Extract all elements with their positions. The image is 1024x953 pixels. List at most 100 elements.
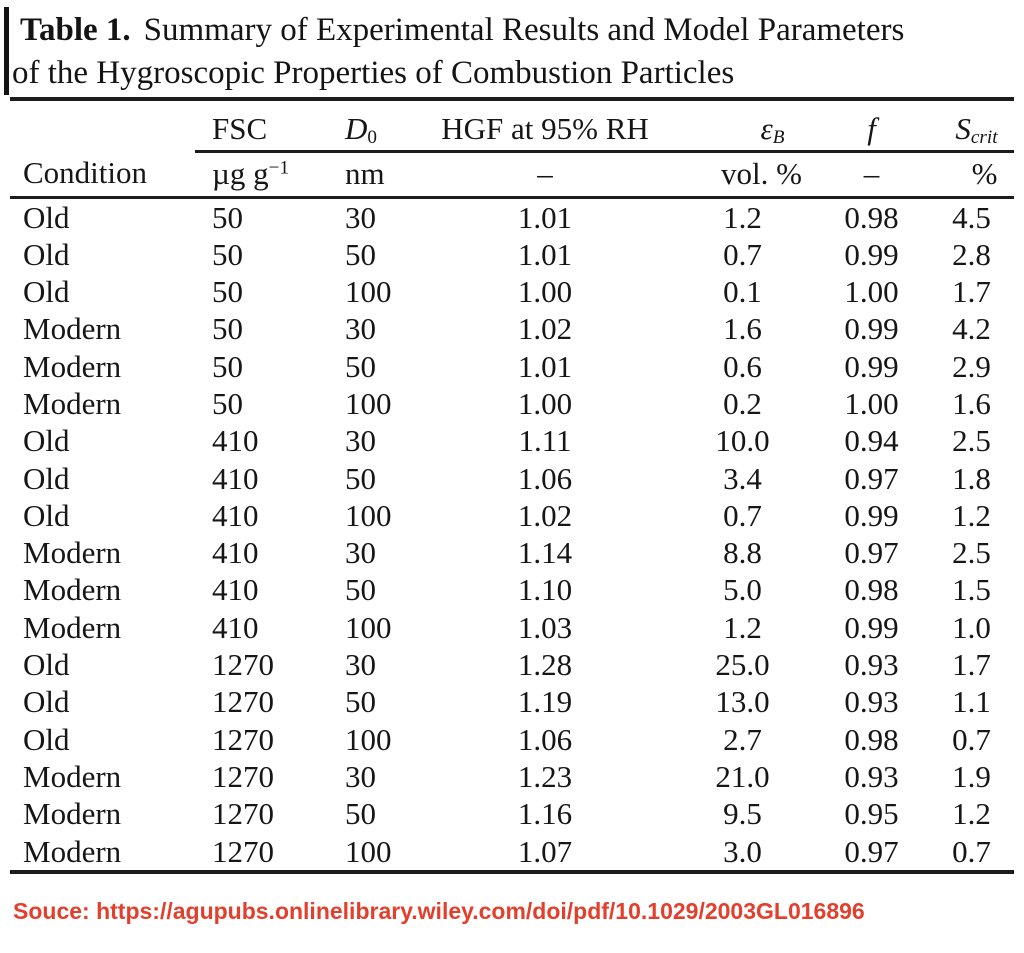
table-row: Old 410 100 1.02 0.7 0.99 1.2 xyxy=(10,497,1014,534)
col-header-scrit: Scrit xyxy=(915,101,1014,153)
table-cell: 0.98 xyxy=(844,572,899,608)
title-label: Table 1. xyxy=(20,12,131,48)
table-cell: 2.9 xyxy=(952,348,991,384)
table-cell: Old xyxy=(23,497,70,533)
table-cell: 1.19 xyxy=(517,684,573,720)
unit-epsilon-b: vol. % xyxy=(665,151,820,199)
table-cell: 1.6 xyxy=(723,311,762,347)
table-cell: 1.00 xyxy=(517,385,573,421)
table-cell: 0.99 xyxy=(844,497,899,533)
table-cell: 1.2 xyxy=(952,497,991,533)
table-cell: 3.0 xyxy=(723,833,762,869)
table-cell: 1.7 xyxy=(952,647,991,683)
table-cell: 1.03 xyxy=(517,609,573,645)
table-cell: 1.23 xyxy=(517,758,573,794)
table-cell: 0.93 xyxy=(844,647,899,683)
table-row: Old 1270 30 1.28 25.0 0.93 1.7 xyxy=(10,646,1014,683)
col-header-d0: D0 xyxy=(330,101,425,153)
table-cell: 50 xyxy=(345,236,376,272)
table-cell: Modern xyxy=(23,833,122,869)
table-cell: 0.95 xyxy=(844,796,899,832)
table-cell: 0.99 xyxy=(844,311,899,347)
table-row: Modern 1270 100 1.07 3.0 0.97 0.7 xyxy=(10,833,1014,870)
table-cell: 1.01 xyxy=(517,236,573,272)
unit-condition: Condition xyxy=(10,151,195,199)
table-cell: 0.99 xyxy=(844,348,899,384)
col-header-f: f xyxy=(820,101,915,153)
table-cell: 1270 xyxy=(212,647,274,683)
table-cell: 410 xyxy=(212,423,259,459)
table-row: Modern 1270 30 1.23 21.0 0.93 1.9 xyxy=(10,758,1014,795)
table-cell: 50 xyxy=(212,199,243,235)
table-cell: 0.7 xyxy=(952,721,991,757)
header-row-units: Condition µg g−1 nm – vol. % – % xyxy=(10,151,1014,199)
table-cell: Old xyxy=(23,647,70,683)
table-row: Old 50 50 1.01 0.7 0.99 2.8 xyxy=(10,236,1014,273)
source-note: Souce: https://agupubs.onlinelibrary.wil… xyxy=(13,898,865,925)
table-cell: 50 xyxy=(212,311,243,347)
table-cell: 1.0 xyxy=(952,609,991,645)
unit-fsc: µg g−1 xyxy=(195,151,330,199)
table-cell: 5.0 xyxy=(723,572,762,608)
table-cell: 3.4 xyxy=(723,460,762,496)
table-cell: 0.99 xyxy=(844,236,899,272)
unit-d0: nm xyxy=(330,151,425,199)
table-cell: 50 xyxy=(345,572,376,608)
table-cell: 100 xyxy=(345,721,392,757)
table-cell: 0.97 xyxy=(844,460,899,496)
col-header-condition-top xyxy=(10,101,195,151)
table-cell: 410 xyxy=(212,535,259,571)
table-row: Modern 410 30 1.14 8.8 0.97 2.5 xyxy=(10,534,1014,571)
table-cell: Modern xyxy=(23,348,122,384)
table-cell: 21.0 xyxy=(715,758,770,794)
table-cell: 410 xyxy=(212,572,259,608)
table-cell: 25.0 xyxy=(715,647,770,683)
table-cell: 1.6 xyxy=(952,385,991,421)
table-cell: 100 xyxy=(345,833,392,869)
table-row: Modern 1270 50 1.16 9.5 0.95 1.2 xyxy=(10,795,1014,832)
table-cell: 2.7 xyxy=(723,721,762,757)
table-cell: 0.7 xyxy=(723,497,762,533)
unit-hgf: – xyxy=(425,151,665,199)
table-cell: Old xyxy=(23,721,70,757)
table-cell: Modern xyxy=(23,796,122,832)
table-cell: 1.00 xyxy=(844,274,899,310)
table-row: Modern 410 100 1.03 1.2 0.99 1.0 xyxy=(10,609,1014,646)
table-cell: 410 xyxy=(212,609,259,645)
top-rule xyxy=(10,97,1014,101)
table-cell: 50 xyxy=(345,684,376,720)
table-cell: 1270 xyxy=(212,684,274,720)
table-cell: 0.97 xyxy=(844,833,899,869)
table-cell: 13.0 xyxy=(715,684,770,720)
table-cell: 100 xyxy=(345,385,392,421)
table-cell: 1.2 xyxy=(723,199,762,235)
table-cell: 1.7 xyxy=(952,274,991,310)
title-text-1: Summary of Experimental Results and Mode… xyxy=(143,12,905,48)
table-cell: 1.07 xyxy=(517,833,573,869)
table-cell: 8.8 xyxy=(723,535,762,571)
table-cell: 100 xyxy=(345,609,392,645)
table-cell: 0.94 xyxy=(844,423,899,459)
table-title: Table 1. Summary of Experimental Results … xyxy=(12,9,1012,95)
table-cell: 1.06 xyxy=(517,721,573,757)
table-cell: 410 xyxy=(212,460,259,496)
table-cell: Modern xyxy=(23,385,122,421)
table-row: Old 410 30 1.11 10.0 0.94 2.5 xyxy=(10,422,1014,459)
table-cell: 1.01 xyxy=(517,199,573,235)
table-cell: 1270 xyxy=(212,796,274,832)
table-cell: 0.99 xyxy=(844,609,899,645)
title-line-2: of the Hygroscopic Properties of Combust… xyxy=(12,55,735,91)
table-cell: 0.97 xyxy=(844,535,899,571)
table-cell: Modern xyxy=(23,758,122,794)
table-row: Old 1270 50 1.19 13.0 0.93 1.1 xyxy=(10,683,1014,720)
table-cell: 0.6 xyxy=(723,348,762,384)
table-cell: 1.16 xyxy=(517,796,573,832)
table-cell: 0.98 xyxy=(844,199,899,235)
table-cell: Old xyxy=(23,684,70,720)
table-cell: 1.28 xyxy=(517,647,573,683)
table-cell: 1.11 xyxy=(518,423,572,459)
table-cell: 100 xyxy=(345,274,392,310)
table-cell: 0.1 xyxy=(723,274,762,310)
table-cell: 410 xyxy=(212,497,259,533)
